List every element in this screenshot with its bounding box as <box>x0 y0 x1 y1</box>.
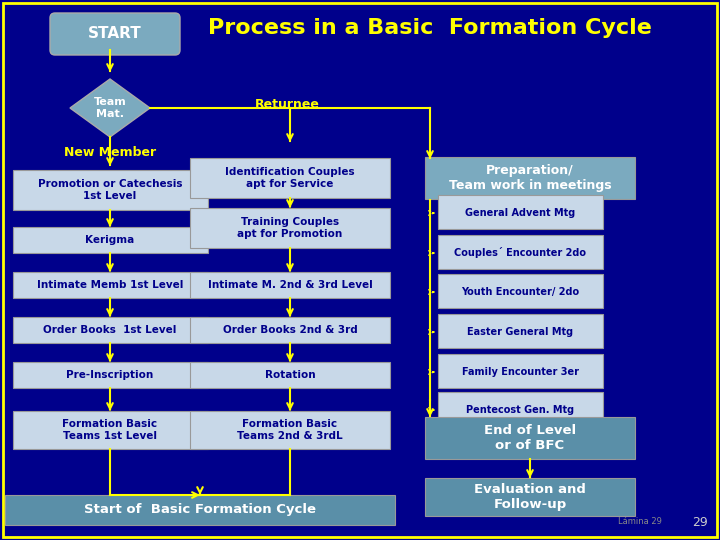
Text: Pentecost Gen. Mtg: Pentecost Gen. Mtg <box>467 405 575 415</box>
FancyBboxPatch shape <box>190 208 390 248</box>
FancyBboxPatch shape <box>12 317 207 343</box>
Polygon shape <box>70 79 150 137</box>
FancyBboxPatch shape <box>190 411 390 449</box>
Text: Rotation: Rotation <box>265 370 315 380</box>
Text: 29: 29 <box>692 516 708 529</box>
Text: Couples´ Encounter 2do: Couples´ Encounter 2do <box>454 247 587 259</box>
FancyBboxPatch shape <box>190 362 390 388</box>
FancyBboxPatch shape <box>12 362 207 388</box>
Text: Start of  Basic Formation Cycle: Start of Basic Formation Cycle <box>84 503 316 516</box>
FancyBboxPatch shape <box>50 13 180 55</box>
Text: Youth Encounter/ 2do: Youth Encounter/ 2do <box>462 287 580 297</box>
Text: Intimate Memb 1st Level: Intimate Memb 1st Level <box>37 280 183 290</box>
Text: Lámina 29: Lámina 29 <box>618 517 662 526</box>
Text: Formation Basic
Teams 2nd & 3rdL: Formation Basic Teams 2nd & 3rdL <box>237 419 343 441</box>
Text: Training Couples
apt for Promotion: Training Couples apt for Promotion <box>238 217 343 239</box>
FancyBboxPatch shape <box>425 417 635 459</box>
FancyBboxPatch shape <box>12 411 207 449</box>
Text: Intimate M. 2nd & 3rd Level: Intimate M. 2nd & 3rd Level <box>207 280 372 290</box>
Text: Process in a Basic  Formation Cycle: Process in a Basic Formation Cycle <box>208 18 652 38</box>
Text: Formation Basic
Teams 1st Level: Formation Basic Teams 1st Level <box>63 419 158 441</box>
Text: Team
Mat.: Team Mat. <box>94 97 127 119</box>
Text: Preparation/
Team work in meetings: Preparation/ Team work in meetings <box>449 164 611 192</box>
Text: General Advent Mtg: General Advent Mtg <box>465 208 575 218</box>
Text: Easter General Mtg: Easter General Mtg <box>467 327 574 337</box>
FancyBboxPatch shape <box>438 392 603 426</box>
FancyBboxPatch shape <box>438 274 603 308</box>
Text: Order Books  1st Level: Order Books 1st Level <box>43 325 176 335</box>
Text: New Member: New Member <box>64 145 156 159</box>
Text: START: START <box>88 26 142 42</box>
FancyBboxPatch shape <box>190 317 390 343</box>
Text: Kerigma: Kerigma <box>86 235 135 245</box>
Text: Order Books 2nd & 3rd: Order Books 2nd & 3rd <box>222 325 357 335</box>
Text: Identification Couples
apt for Service: Identification Couples apt for Service <box>225 167 355 189</box>
FancyBboxPatch shape <box>12 227 207 253</box>
FancyBboxPatch shape <box>438 354 603 388</box>
Text: Pre-Inscription: Pre-Inscription <box>66 370 153 380</box>
Text: End of Level
or of BFC: End of Level or of BFC <box>484 424 576 452</box>
FancyBboxPatch shape <box>5 495 395 525</box>
FancyBboxPatch shape <box>12 272 207 298</box>
Text: Family Encounter 3er: Family Encounter 3er <box>462 367 579 377</box>
FancyBboxPatch shape <box>190 158 390 198</box>
FancyBboxPatch shape <box>12 170 207 210</box>
FancyBboxPatch shape <box>425 157 635 199</box>
Text: Promotion or Catechesis
1st Level: Promotion or Catechesis 1st Level <box>37 179 182 201</box>
FancyBboxPatch shape <box>190 272 390 298</box>
Text: Returnee: Returnee <box>255 98 320 111</box>
FancyBboxPatch shape <box>425 478 635 516</box>
Text: Evaluation and
Follow-up: Evaluation and Follow-up <box>474 483 586 511</box>
FancyBboxPatch shape <box>438 195 603 229</box>
FancyBboxPatch shape <box>438 235 603 269</box>
FancyBboxPatch shape <box>438 314 603 348</box>
